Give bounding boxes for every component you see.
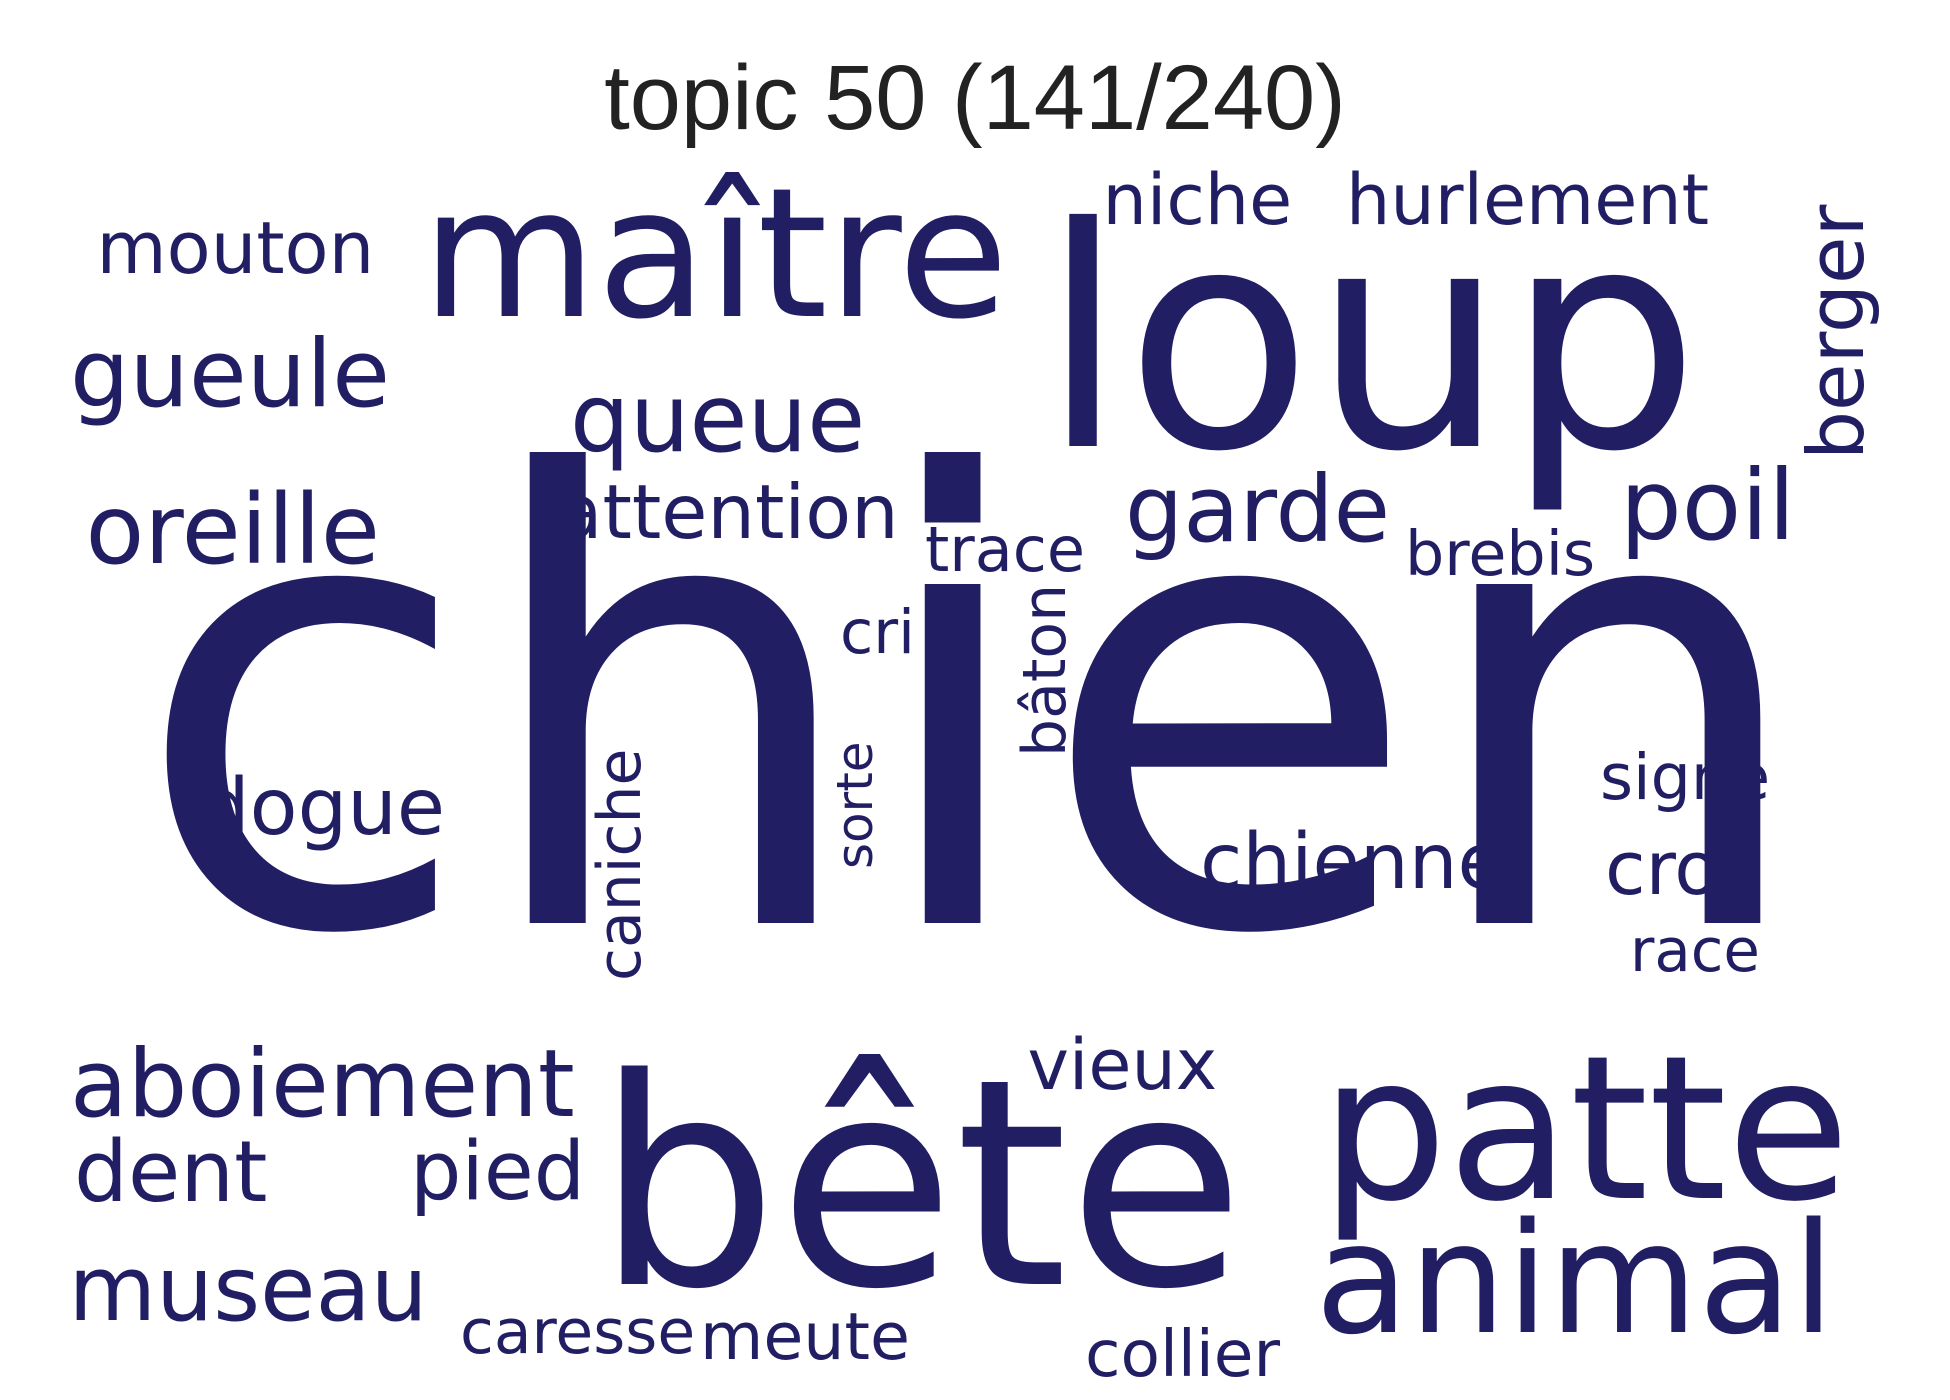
word-27: aboiement [70,1030,575,1139]
word-24: chienne [1200,818,1505,907]
word-4: patte [1320,1013,1850,1246]
word-21: caniche [585,748,655,981]
word-0: chien [132,349,1813,1070]
word-9: berger [1792,204,1882,460]
word-18: cri [840,597,915,668]
word-15: poil [1620,448,1796,562]
word-6: niche [1102,159,1293,241]
word-10: gueule [70,320,391,429]
word-22: sorte [826,741,884,869]
word-25: croc [1605,826,1761,912]
word-13: attention [556,468,899,556]
word-33: meute [700,1300,910,1375]
chart-title: topic 50 (141/240) [604,47,1346,149]
word-28: vieux [1027,1024,1218,1106]
word-7: hurlement [1346,159,1710,241]
word-11: queue [570,365,866,474]
word-34: collier [1085,1316,1281,1392]
word-2: maître [421,150,1009,359]
word-3: bête [595,1017,1245,1352]
word-31: museau [68,1237,428,1342]
word-8: mouton [96,206,375,290]
word-14: garde [1125,456,1391,563]
word-17: brebis [1405,518,1596,590]
word-26: race [1630,915,1760,985]
word-5: animal [1315,1190,1835,1369]
word-16: trace [925,513,1086,586]
word-1: loup [1040,163,1700,519]
word-30: pied [410,1125,586,1219]
word-29: dent [74,1123,268,1222]
word-12: oreille [85,474,380,586]
word-20: dogue [200,761,446,853]
word-23: signe [1600,740,1771,814]
word-19: bâton [1010,583,1080,757]
word-32: caresse [460,1295,696,1368]
